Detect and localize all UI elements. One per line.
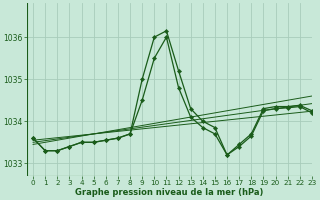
X-axis label: Graphe pression niveau de la mer (hPa): Graphe pression niveau de la mer (hPa) [75, 188, 264, 197]
